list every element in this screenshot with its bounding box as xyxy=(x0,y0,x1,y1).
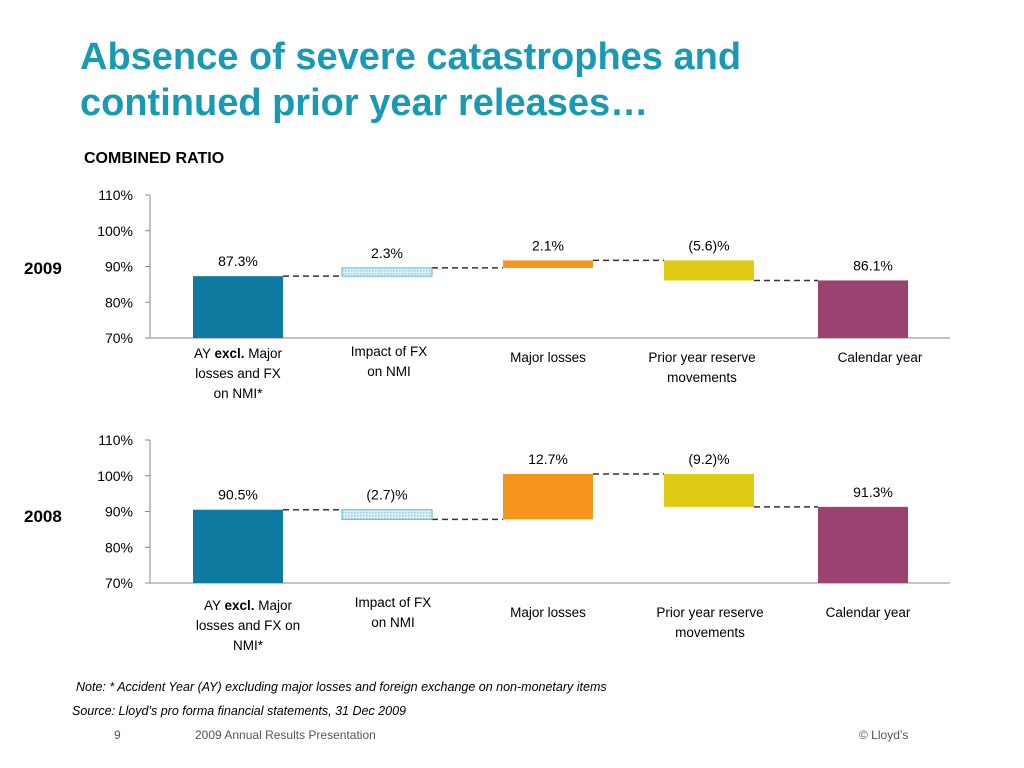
bar-0 xyxy=(193,509,283,583)
x-tick-label: Prior year reserve movements xyxy=(656,605,763,640)
x-tick-label: AY excl. Major losses and FX on NMI* xyxy=(196,598,300,653)
data-label: 2.1% xyxy=(532,237,564,253)
y-tick-label: 70% xyxy=(105,330,133,346)
combined-ratio-chart-2009: 110% 100% 90% 80% 70% 87.3% 2.3% 2.1% (5.6)% 86.1… xyxy=(97,187,950,401)
y-tick-label: 90% xyxy=(105,259,133,275)
copyright: © Lloyd’s xyxy=(859,728,909,742)
data-label: (9.2)% xyxy=(688,451,729,467)
bar-1 xyxy=(341,509,433,520)
chart-subtitle: COMBINED RATIO xyxy=(84,150,225,167)
x-tick-label: Impact of FX on NMI xyxy=(351,344,428,379)
data-label: (2.7)% xyxy=(366,487,407,503)
bar-3 xyxy=(664,260,754,281)
x-tick-label: AY excl. Major losses and FX on NMI* xyxy=(194,346,283,401)
data-label: 90.5% xyxy=(218,487,258,503)
data-label: 12.7% xyxy=(528,451,568,467)
bar-3 xyxy=(664,473,754,507)
bar-2 xyxy=(503,473,593,520)
combined-ratio-chart-2008: 110% 100% 90% 80% 70% 90.5% (2.7)% 12.7% (9.2)% 9… xyxy=(97,432,950,653)
y-tick-label: 110% xyxy=(98,187,133,203)
data-label: 87.3% xyxy=(218,253,258,269)
x-tick-label: Major losses xyxy=(510,605,586,620)
bar-2 xyxy=(503,260,593,268)
slide-title: Absence of severe catastrophes and conti… xyxy=(80,34,980,126)
data-label: 2.3% xyxy=(371,245,403,261)
bar-4 xyxy=(818,506,908,583)
bar-4 xyxy=(818,280,908,338)
x-tick-label: Major losses xyxy=(510,350,586,365)
y-tick-label: 110% xyxy=(98,432,133,448)
title-line-2: continued prior year releases… xyxy=(80,82,649,124)
bar-0 xyxy=(193,276,283,338)
y-tick-label: 80% xyxy=(105,539,133,555)
footnote-source: Source: Lloyd’s pro forma financial stat… xyxy=(72,704,406,718)
data-label: (5.6)% xyxy=(688,237,729,253)
footnote-note: Note: * Accident Year (AY) excluding maj… xyxy=(76,680,607,694)
year-label-2008: 2008 xyxy=(24,507,62,526)
x-tick-label: Impact of FX on NMI xyxy=(355,595,432,630)
data-label: 91.3% xyxy=(853,484,893,500)
year-label-2009: 2009 xyxy=(24,259,62,278)
x-tick-label: Prior year reserve movements xyxy=(648,350,755,385)
y-tick-label: 100% xyxy=(97,468,133,484)
y-tick-label: 70% xyxy=(105,575,133,591)
x-tick-label: Calendar year xyxy=(838,350,923,365)
page-number: 9 xyxy=(114,728,121,742)
y-tick-label: 80% xyxy=(105,294,133,310)
bar-1 xyxy=(341,267,433,277)
y-tick-label: 90% xyxy=(105,504,133,520)
presentation-name: 2009 Annual Results Presentation xyxy=(195,728,376,742)
x-tick-label: Calendar year xyxy=(826,605,911,620)
data-label: 86.1% xyxy=(853,257,893,273)
y-tick-label: 100% xyxy=(97,223,133,239)
title-line-1: Absence of severe catastrophes and xyxy=(80,36,742,78)
